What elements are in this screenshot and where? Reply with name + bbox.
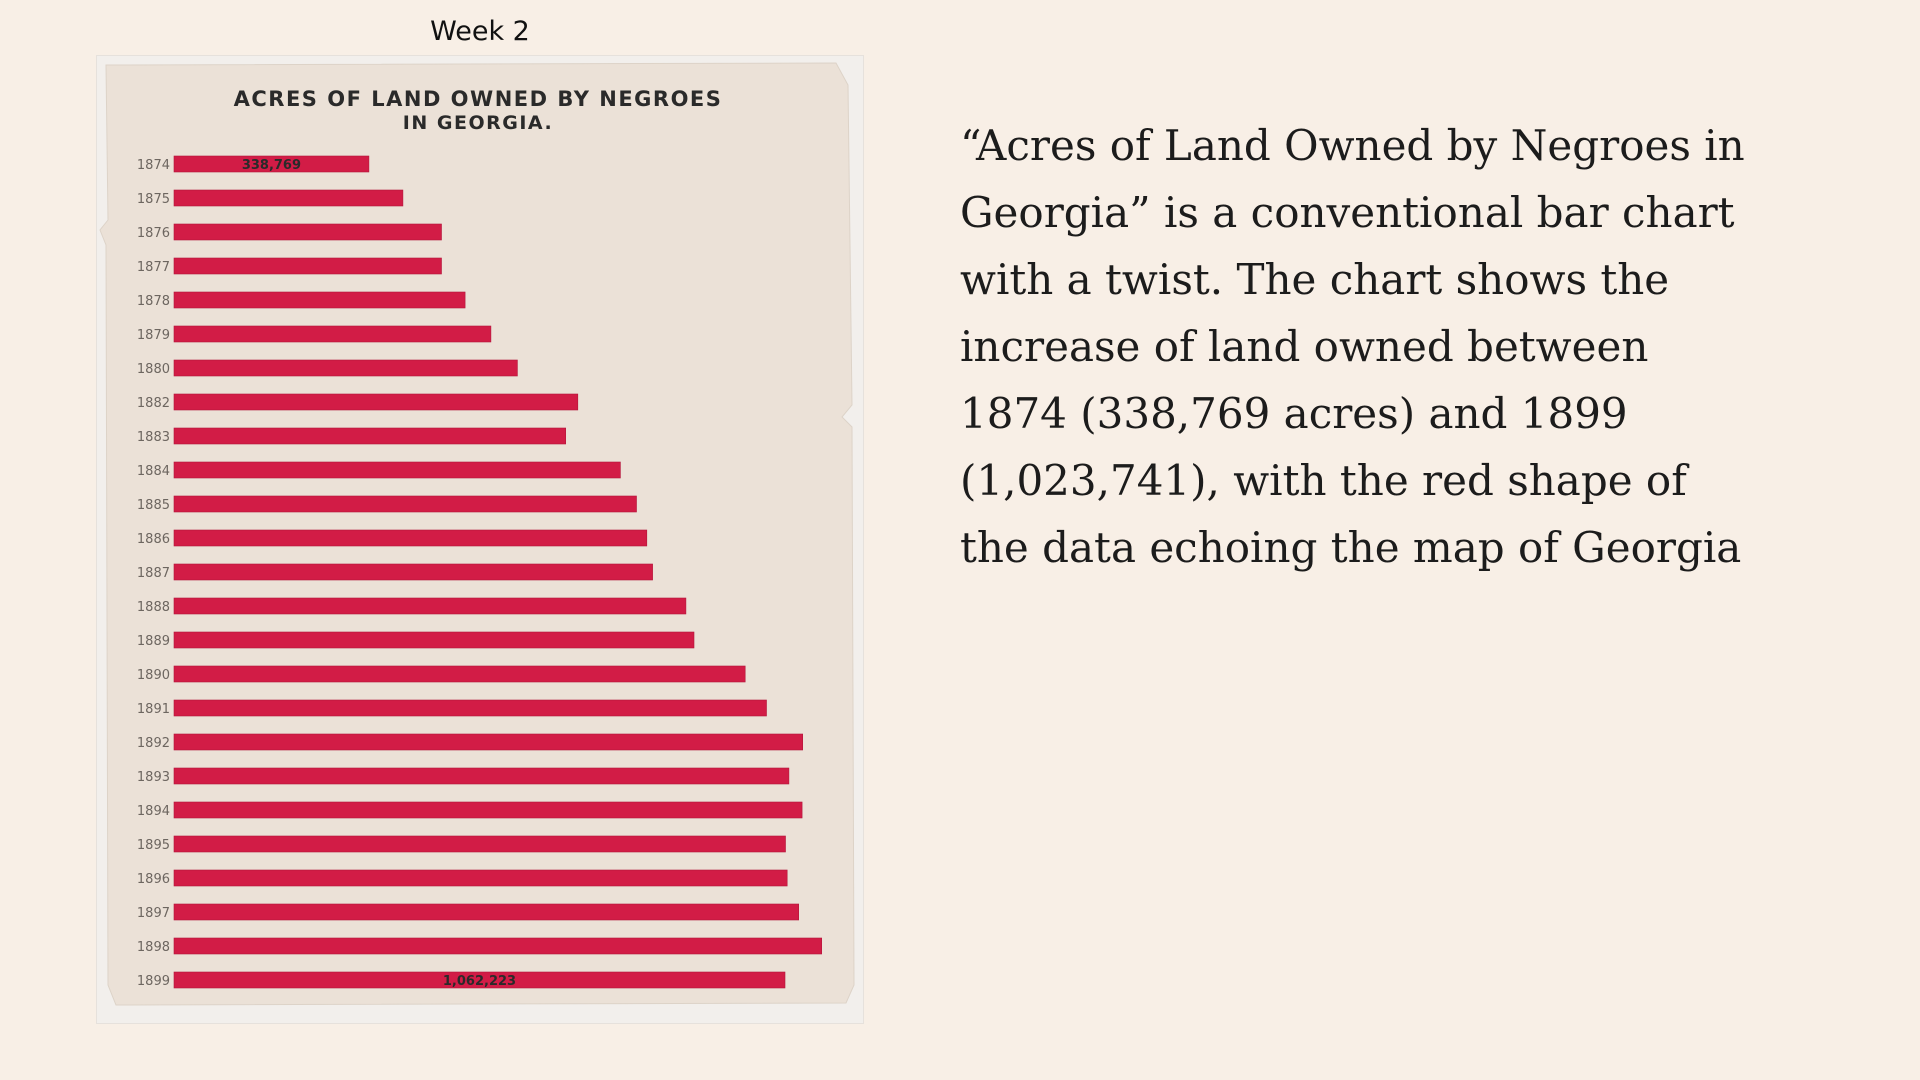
chart-title-line-2: IN GEORGIA. [403,112,553,134]
bar [173,393,579,411]
bar [173,495,637,513]
bar [173,767,790,785]
bar [173,359,518,377]
bar [173,563,653,581]
bar [173,665,746,683]
year-label: 1876 [137,226,170,241]
year-label: 1874 [137,158,170,173]
year-label: 1891 [137,702,170,717]
bar-data-label: 338,769 [242,158,301,173]
year-label: 1899 [137,974,170,989]
bar-chart: ACRES OF LAND OWNED BY NEGROES IN GEORGI… [99,62,855,1006]
year-label: 1896 [137,872,170,887]
bar [173,835,786,853]
bar [173,427,567,445]
bar [173,903,800,921]
year-label: 1880 [137,362,170,377]
year-label: 1887 [137,566,170,581]
year-label: 1894 [137,804,170,819]
bar [173,733,804,751]
bar [173,937,823,955]
bar [173,971,786,989]
bar [173,461,621,479]
bar [173,869,788,887]
bar [173,699,767,717]
bar [173,801,803,819]
bar-data-label: 1,062,223 [443,974,516,989]
year-label: 1892 [137,736,170,751]
bar [173,325,492,343]
year-label: 1877 [137,260,170,275]
bar [173,189,404,207]
year-label: 1897 [137,906,170,921]
week-label: Week 2 [430,16,530,47]
year-label: 1895 [137,838,170,853]
bar [173,291,466,309]
chart-title-line-1: ACRES OF LAND OWNED BY NEGROES [234,87,723,111]
bar [173,155,370,173]
year-label: 1875 [137,192,170,207]
bar [173,257,442,275]
bar [173,631,695,649]
year-label: 1890 [137,668,170,683]
year-label: 1893 [137,770,170,785]
year-label: 1879 [137,328,170,343]
description-text: “Acres of Land Owned by Negroes in Georg… [960,121,1745,572]
bars-group: 1874 338,769 1875 1876 1877 1878 1879 1880 1882 1… [137,155,823,989]
bar [173,529,648,547]
year-label: 1885 [137,498,170,513]
year-label: 1883 [137,430,170,445]
year-label: 1882 [137,396,170,411]
year-label: 1889 [137,634,170,649]
year-label: 1884 [137,464,170,479]
year-label: 1878 [137,294,170,309]
year-label: 1898 [137,940,170,955]
bar [173,223,442,241]
year-label: 1886 [137,532,170,547]
year-label: 1888 [137,600,170,615]
bar [173,597,687,615]
